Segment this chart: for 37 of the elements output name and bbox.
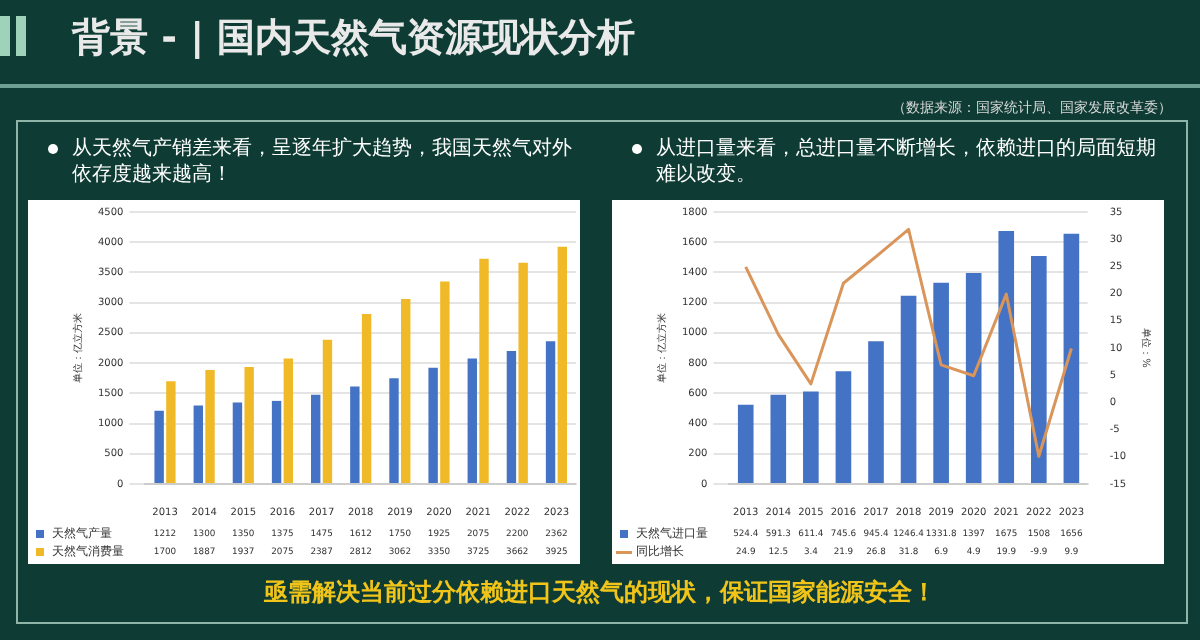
chart-subtitle: 从天然气产销差来看，呈逐年扩大趋势，我国天然气对外依存度越来越高！ [72, 138, 572, 186]
bar [271, 400, 282, 483]
bar [803, 391, 819, 483]
bar [770, 394, 787, 483]
bar [205, 369, 215, 483]
bar [998, 230, 1015, 483]
bar [545, 341, 556, 483]
bar [518, 262, 528, 483]
bar [557, 246, 567, 483]
text: 亟需解决当前过分依赖进口天然气的现状，保证国家能源安全！ [262, 576, 938, 610]
bar [193, 405, 203, 483]
bar [440, 281, 450, 483]
bar [283, 358, 294, 483]
bar [154, 410, 164, 483]
bar [1063, 233, 1080, 483]
bar [311, 394, 321, 483]
bar [835, 371, 852, 483]
bar [868, 341, 884, 483]
bar [361, 314, 372, 483]
bar [232, 402, 243, 483]
chart-title: 背景 - | 国内天然气资源现状分析 [72, 14, 636, 64]
bar [737, 404, 754, 483]
chart-subtitle: 从进口量来看，总进口量不断增长，依赖进口的局面短期难以改变。 [656, 138, 1156, 186]
bar [389, 378, 399, 483]
bar [467, 358, 477, 483]
bar [479, 258, 489, 483]
bar [244, 366, 254, 483]
bar [428, 367, 438, 483]
bar [506, 351, 517, 483]
bar [900, 295, 917, 483]
bar [1031, 256, 1047, 483]
bar [933, 282, 949, 483]
bar [401, 298, 411, 483]
bar [166, 381, 176, 483]
bar [965, 272, 982, 483]
bar [322, 339, 333, 483]
bar [350, 386, 360, 483]
